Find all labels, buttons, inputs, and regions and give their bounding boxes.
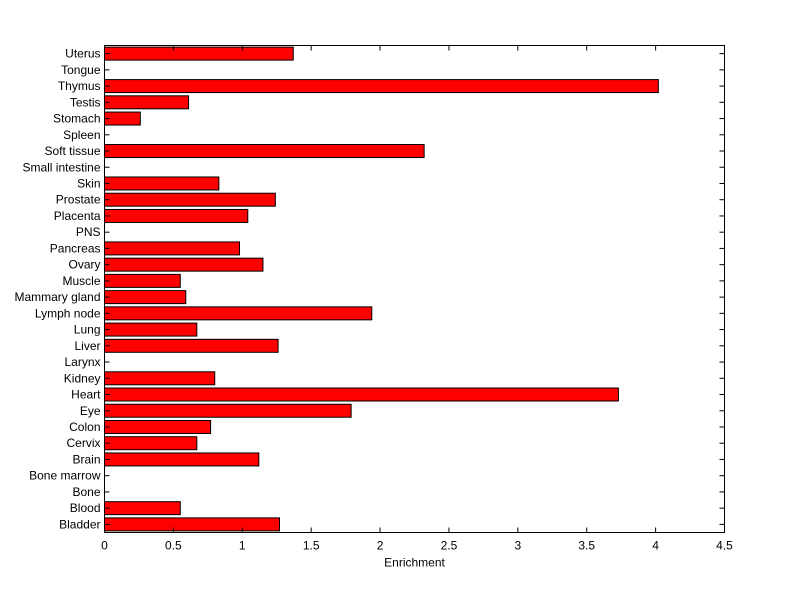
y-tick-label: Soft tissue <box>44 144 100 158</box>
y-tick-label: Blood <box>70 501 101 515</box>
y-tick-label: Bone marrow <box>29 469 101 483</box>
y-tick-label: Thymus <box>58 79 101 93</box>
bar-cervix <box>104 436 198 451</box>
bar-uterus <box>104 46 294 61</box>
bar-blood <box>104 501 181 516</box>
y-tick-label: Kidney <box>64 371 101 385</box>
y-tick-label: Cervix <box>66 436 100 450</box>
bar-mammary-gland <box>104 290 187 305</box>
bar-soft-tissue <box>104 144 425 159</box>
y-tick-label: Larynx <box>64 355 100 369</box>
bar-testis <box>104 95 190 110</box>
y-tick-label: Eye <box>80 404 101 418</box>
bar-prostate <box>104 192 276 207</box>
y-tick-label: Placenta <box>54 209 101 223</box>
bar-kidney <box>104 371 216 386</box>
x-tick-label: 1 <box>239 539 246 553</box>
y-tick-label: Brain <box>72 452 100 466</box>
y-tick-label: Uterus <box>65 47 100 61</box>
y-tick-label: Pancreas <box>50 241 101 255</box>
y-tick-label: Prostate <box>56 193 101 207</box>
x-tick-label: 0.5 <box>165 539 182 553</box>
bar-stomach <box>104 111 141 126</box>
x-tick-label: 0 <box>101 539 108 553</box>
y-tick-label: Muscle <box>62 274 100 288</box>
bar-muscle <box>104 273 181 288</box>
bar-thymus <box>104 79 659 94</box>
y-tick-label: PNS <box>76 225 101 239</box>
y-tick-label: Spleen <box>63 128 100 142</box>
y-tick-label: Bone <box>72 485 100 499</box>
bar-eye <box>104 403 352 418</box>
bar-liver <box>104 338 279 353</box>
bar-skin <box>104 176 220 191</box>
y-ticks-layer: Uterus Tongue Thymus Testis Stomach Spleen Sof… <box>14 47 725 531</box>
bar-heart <box>104 387 619 402</box>
y-tick-label: Heart <box>71 388 101 402</box>
bars-layer <box>104 46 659 532</box>
y-tick-label: Liver <box>74 339 100 353</box>
plot-area-frame <box>104 45 725 533</box>
bar-ovary <box>104 257 264 272</box>
bar-lung <box>104 322 198 337</box>
y-tick-label: Ovary <box>68 258 100 272</box>
y-tick-label: Lung <box>74 323 101 337</box>
x-tick-label: 2.5 <box>441 539 458 553</box>
x-tick-label: 4 <box>652 539 659 553</box>
x-tick-label: 1.5 <box>303 539 320 553</box>
y-tick-label: Colon <box>69 420 100 434</box>
y-tick-label: Testis <box>70 95 101 109</box>
y-tick-label: Mammary gland <box>14 290 100 304</box>
y-tick-label: Small intestine <box>22 160 100 174</box>
y-tick-label: Bladder <box>59 517 100 531</box>
bar-lymph-node <box>104 306 373 321</box>
bar-brain <box>104 452 260 467</box>
y-tick-label: Tongue <box>61 63 101 77</box>
x-tick-label: 3.5 <box>578 539 595 553</box>
x-tick-label: 3 <box>514 539 521 553</box>
bar-pancreas <box>104 241 241 256</box>
y-tick-label: Stomach <box>53 112 100 126</box>
x-ticks-layer: 0 0.5 1 1.5 2 2.5 3 3.5 4 4.5 <box>101 45 733 553</box>
bar-colon <box>104 419 212 434</box>
x-axis-label: Enrichment <box>384 556 445 570</box>
bar-bladder <box>104 517 280 532</box>
y-tick-label: Lymph node <box>35 306 101 320</box>
x-tick-label: 4.5 <box>716 539 733 553</box>
x-tick-label: 2 <box>377 539 384 553</box>
bar-placenta <box>104 208 249 223</box>
y-tick-label: Skin <box>77 176 100 190</box>
